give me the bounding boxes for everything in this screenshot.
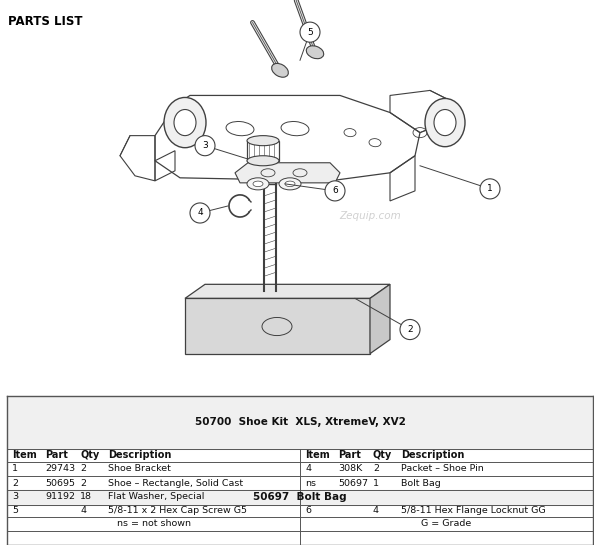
Text: Flat Washer, Special: Flat Washer, Special — [109, 493, 205, 501]
Text: 6: 6 — [332, 186, 338, 196]
Ellipse shape — [434, 110, 456, 136]
Text: Part: Part — [338, 450, 361, 460]
Polygon shape — [185, 284, 390, 298]
Text: Shoe – Rectangle, Solid Cast: Shoe – Rectangle, Solid Cast — [109, 478, 244, 488]
Polygon shape — [370, 284, 390, 353]
Circle shape — [300, 22, 320, 42]
Ellipse shape — [247, 136, 279, 146]
Text: 29743: 29743 — [46, 464, 76, 473]
Text: 5: 5 — [12, 506, 18, 515]
Text: ns = not shown: ns = not shown — [116, 520, 191, 528]
Circle shape — [325, 181, 345, 201]
Ellipse shape — [272, 64, 289, 77]
Text: 5: 5 — [307, 27, 313, 37]
Text: PARTS LIST: PARTS LIST — [8, 15, 83, 28]
Text: 3: 3 — [202, 141, 208, 150]
Text: 91192: 91192 — [46, 493, 76, 501]
Text: Qty: Qty — [80, 450, 99, 460]
Text: 4: 4 — [373, 506, 379, 515]
Text: 2: 2 — [12, 478, 18, 488]
Ellipse shape — [279, 178, 301, 190]
Ellipse shape — [285, 181, 295, 187]
Text: 18: 18 — [80, 493, 92, 501]
Text: G = Grade: G = Grade — [421, 520, 472, 528]
Text: Description: Description — [109, 450, 172, 460]
Polygon shape — [235, 163, 340, 183]
Circle shape — [190, 203, 210, 223]
Text: 6: 6 — [305, 506, 311, 515]
Text: 50697: 50697 — [338, 478, 368, 488]
Text: 5/8-11 x 2 Hex Cap Screw G5: 5/8-11 x 2 Hex Cap Screw G5 — [109, 506, 247, 515]
Text: 4: 4 — [197, 208, 203, 218]
Ellipse shape — [247, 178, 269, 190]
Text: ns: ns — [305, 478, 316, 488]
Ellipse shape — [306, 46, 324, 59]
Text: Bolt Bag: Bolt Bag — [401, 478, 441, 488]
Text: 50700  Shoe Kit  XLS, XtremeV, XV2: 50700 Shoe Kit XLS, XtremeV, XV2 — [194, 417, 406, 427]
Ellipse shape — [247, 156, 279, 165]
Text: 1: 1 — [373, 478, 379, 488]
Text: Packet – Shoe Pin: Packet – Shoe Pin — [401, 464, 484, 473]
Text: 2: 2 — [373, 464, 379, 473]
Text: Qty: Qty — [373, 450, 392, 460]
Ellipse shape — [253, 181, 263, 187]
Text: Shoe Bracket: Shoe Bracket — [109, 464, 171, 473]
Text: 50697  Bolt Bag: 50697 Bolt Bag — [253, 493, 347, 503]
Text: Zequip.com: Zequip.com — [339, 211, 401, 221]
Ellipse shape — [164, 98, 206, 148]
Text: 2: 2 — [80, 478, 86, 488]
Text: 50695: 50695 — [46, 478, 76, 488]
Text: 3: 3 — [12, 493, 18, 501]
Circle shape — [480, 179, 500, 199]
Ellipse shape — [425, 99, 465, 147]
Text: 4: 4 — [305, 464, 311, 473]
Polygon shape — [185, 298, 370, 353]
Text: 1: 1 — [12, 464, 18, 473]
Text: 4: 4 — [80, 506, 86, 515]
Text: 5/8-11 Hex Flange Locknut GG: 5/8-11 Hex Flange Locknut GG — [401, 506, 546, 515]
Text: 2: 2 — [80, 464, 86, 473]
Text: Item: Item — [12, 450, 37, 460]
Text: Description: Description — [401, 450, 465, 460]
Text: Part: Part — [46, 450, 68, 460]
Circle shape — [400, 319, 420, 340]
Ellipse shape — [174, 110, 196, 136]
Circle shape — [195, 135, 215, 156]
Text: 2: 2 — [407, 325, 413, 334]
Text: 1: 1 — [487, 184, 493, 193]
Text: 308K: 308K — [338, 464, 363, 473]
Text: Item: Item — [305, 450, 330, 460]
